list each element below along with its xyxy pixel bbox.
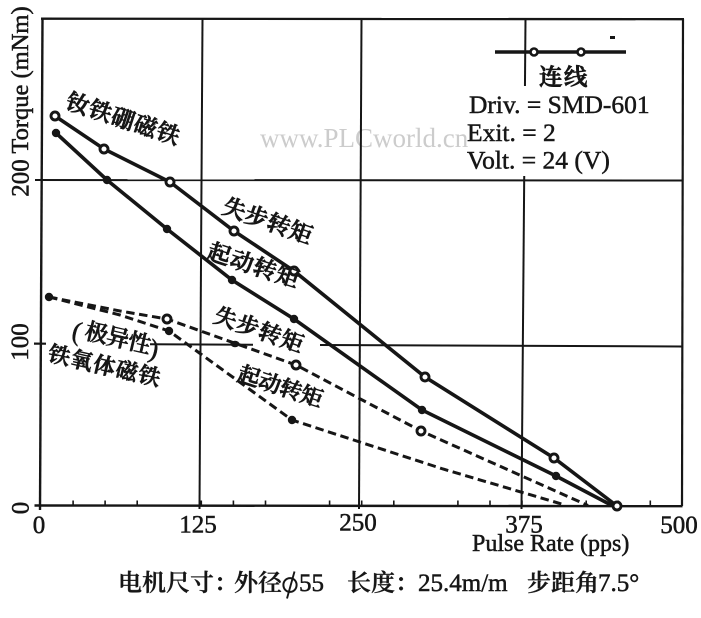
svg-text:www.PLCworld.cn: www.PLCworld.cn [260,123,469,153]
svg-text:200: 200 [8,159,35,197]
svg-text:0: 0 [8,502,35,515]
svg-text:Volt. = 24 (V): Volt. = 24 (V) [467,146,610,175]
svg-text:0: 0 [33,512,46,539]
svg-text:Exit. = 2: Exit. = 2 [467,118,556,147]
svg-text:100: 100 [7,323,34,361]
svg-text:55: 55 [299,570,324,597]
svg-text:Torque (mNm): Torque (mNm) [7,6,34,153]
svg-text:Driv. = SMD-601: Driv. = SMD-601 [469,90,650,119]
svg-text:25.4m/m: 25.4m/m [418,570,508,597]
svg-text:125: 125 [179,512,217,539]
svg-text:500: 500 [660,512,698,539]
svg-text:250: 250 [339,510,377,537]
svg-text:Pulse Rate (pps): Pulse Rate (pps) [472,531,629,557]
svg-text:7.5°: 7.5° [598,570,639,597]
